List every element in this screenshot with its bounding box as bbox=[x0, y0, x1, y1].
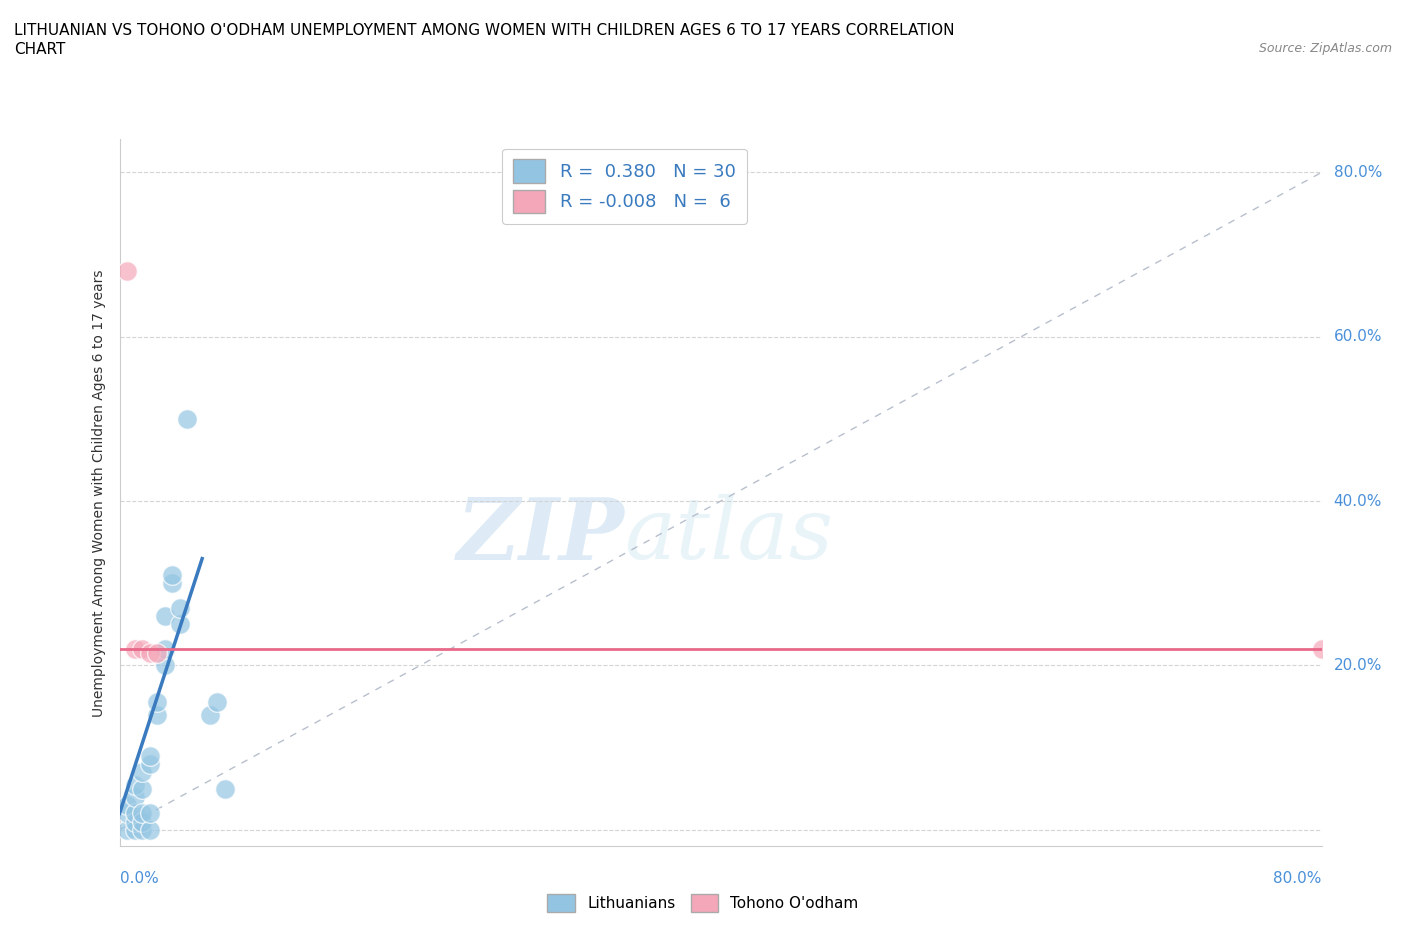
Text: ZIP: ZIP bbox=[457, 494, 624, 577]
Point bbox=[131, 822, 153, 837]
Point bbox=[131, 642, 153, 657]
Point bbox=[160, 567, 183, 582]
Point bbox=[214, 781, 236, 796]
Point bbox=[160, 576, 183, 591]
Point bbox=[169, 601, 191, 616]
Point bbox=[1310, 642, 1333, 657]
Point bbox=[153, 609, 176, 624]
Point bbox=[205, 695, 228, 710]
Point bbox=[176, 411, 198, 426]
Point bbox=[124, 806, 146, 821]
Point bbox=[131, 781, 153, 796]
Point bbox=[124, 642, 146, 657]
Text: 20.0%: 20.0% bbox=[1334, 658, 1382, 673]
Point bbox=[131, 814, 153, 829]
Text: 80.0%: 80.0% bbox=[1274, 871, 1322, 886]
Point bbox=[115, 798, 138, 813]
Point bbox=[124, 777, 146, 792]
Legend: Lithuanians, Tohono O'odham: Lithuanians, Tohono O'odham bbox=[541, 888, 865, 918]
Point bbox=[169, 617, 191, 631]
Point bbox=[146, 695, 169, 710]
Point bbox=[138, 645, 160, 660]
Point bbox=[124, 822, 146, 837]
Point bbox=[115, 263, 138, 278]
Text: 80.0%: 80.0% bbox=[1334, 165, 1382, 179]
Point bbox=[115, 806, 138, 821]
Point bbox=[138, 757, 160, 772]
Legend: R =  0.380   N = 30, R = -0.008   N =  6: R = 0.380 N = 30, R = -0.008 N = 6 bbox=[502, 149, 747, 224]
Text: CHART: CHART bbox=[14, 42, 66, 57]
Point bbox=[146, 708, 169, 723]
Point bbox=[153, 658, 176, 673]
Point bbox=[146, 645, 169, 660]
Point bbox=[138, 749, 160, 764]
Text: 0.0%: 0.0% bbox=[120, 871, 159, 886]
Point bbox=[124, 814, 146, 829]
Point bbox=[138, 822, 160, 837]
Text: atlas: atlas bbox=[624, 494, 834, 577]
Point bbox=[153, 642, 176, 657]
Point bbox=[138, 806, 160, 821]
Text: Source: ZipAtlas.com: Source: ZipAtlas.com bbox=[1258, 42, 1392, 55]
Text: LITHUANIAN VS TOHONO O'ODHAM UNEMPLOYMENT AMONG WOMEN WITH CHILDREN AGES 6 TO 17: LITHUANIAN VS TOHONO O'ODHAM UNEMPLOYMEN… bbox=[14, 23, 955, 38]
Point bbox=[115, 822, 138, 837]
Point bbox=[124, 790, 146, 804]
Y-axis label: Unemployment Among Women with Children Ages 6 to 17 years: Unemployment Among Women with Children A… bbox=[93, 269, 107, 717]
Text: 40.0%: 40.0% bbox=[1334, 494, 1382, 509]
Text: 60.0%: 60.0% bbox=[1334, 329, 1382, 344]
Point bbox=[131, 806, 153, 821]
Point bbox=[131, 764, 153, 779]
Point bbox=[198, 708, 221, 723]
